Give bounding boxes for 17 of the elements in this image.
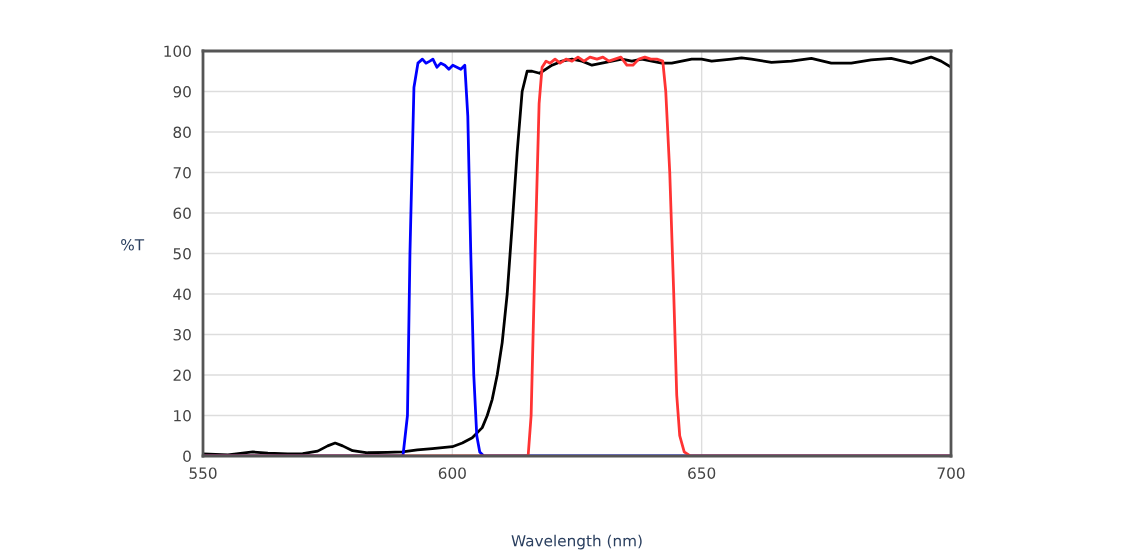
- x-tick-label: 600: [438, 467, 466, 479]
- y-tick-label: 80: [173, 126, 191, 139]
- x-tick-label: 550: [189, 467, 217, 479]
- y-axis-title: %T: [121, 238, 145, 251]
- y-tick-label: 0: [183, 450, 191, 463]
- y-tick-label: 100: [164, 45, 191, 58]
- y-tick-label: 40: [173, 288, 191, 301]
- y-tick-label: 20: [173, 369, 191, 382]
- x-tick-label: 650: [688, 467, 716, 479]
- y-tick-label: 90: [173, 85, 191, 98]
- x-tick-label: 700: [937, 467, 965, 479]
- y-tick-label: 70: [173, 166, 191, 179]
- y-tick-label: 60: [173, 207, 191, 220]
- y-tick-label: 30: [173, 328, 191, 341]
- y-tick-label: 50: [173, 247, 191, 260]
- y-tick-label: 10: [174, 409, 191, 422]
- x-axis-title: Wavelength (nm): [511, 534, 642, 550]
